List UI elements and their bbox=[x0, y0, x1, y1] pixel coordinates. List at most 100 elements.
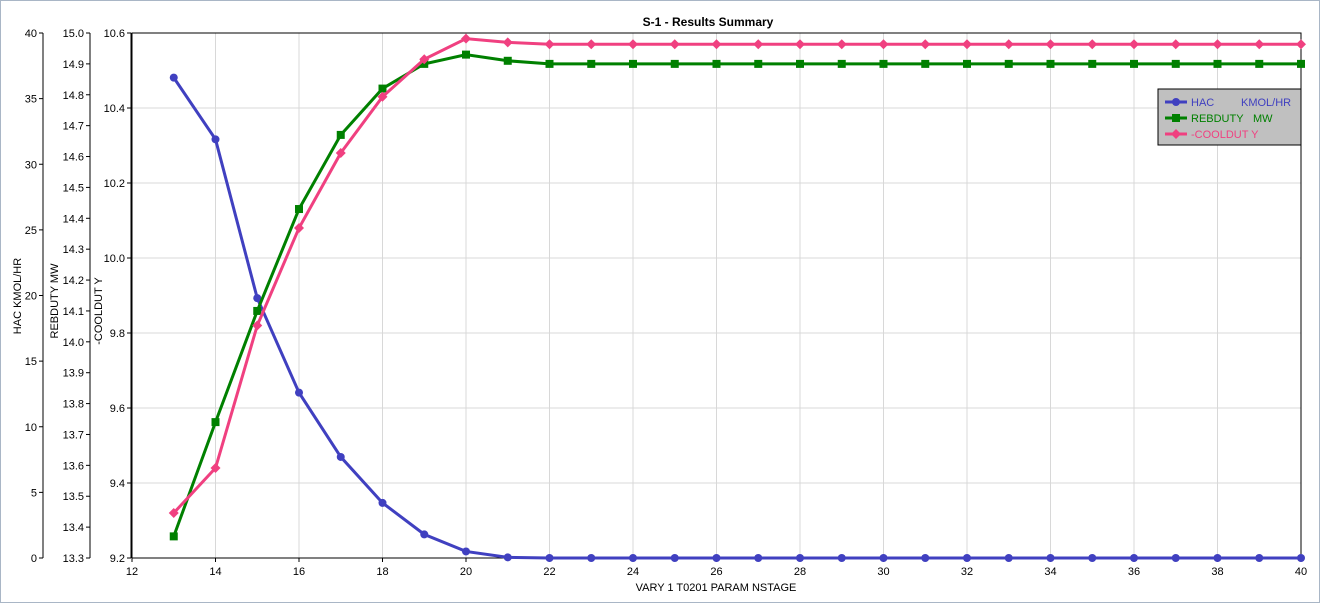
data-point bbox=[587, 59, 596, 68]
y-tick-label: 10.4 bbox=[104, 103, 125, 115]
data-point bbox=[1046, 554, 1055, 562]
data-point bbox=[796, 554, 804, 562]
y-tick-label: 9.6 bbox=[110, 403, 125, 415]
chart-title: S-1 - Results Summary bbox=[643, 15, 774, 29]
data-point bbox=[586, 39, 597, 50]
data-point bbox=[754, 59, 763, 68]
data-point bbox=[962, 39, 972, 50]
x-tick-label: 24 bbox=[627, 566, 639, 578]
data-point bbox=[1297, 59, 1305, 68]
y-axis-label-reb: REBDUTY MW bbox=[49, 263, 61, 339]
data-point bbox=[545, 59, 554, 68]
y-tick-label: 13.7 bbox=[63, 429, 84, 441]
data-point bbox=[295, 388, 303, 397]
y-tick-label: 10 bbox=[25, 422, 37, 434]
data-point bbox=[629, 59, 637, 68]
y-axis-hac: 0 5 10 15 20 25 30 35 40 HAC KMOL/HR bbox=[12, 28, 44, 565]
y-axis-label-hac: HAC KMOL/HR bbox=[12, 258, 24, 334]
data-point bbox=[878, 39, 889, 50]
data-point bbox=[712, 59, 721, 68]
x-tick-label: 20 bbox=[460, 566, 472, 578]
data-point bbox=[335, 148, 346, 158]
data-point bbox=[544, 39, 555, 50]
data-point bbox=[211, 135, 220, 144]
x-tick-label: 38 bbox=[1211, 566, 1223, 578]
data-point bbox=[253, 306, 262, 315]
data-point bbox=[336, 130, 345, 139]
legend-entry: REBDUTY MW bbox=[1165, 113, 1273, 125]
y-axis-cool: 9.2 9.4 9.6 9.8 10.0 10.2 10.4 10.6 -COOLDUT Y bbox=[93, 28, 132, 565]
y-tick-label: 13.4 bbox=[63, 522, 84, 534]
data-point bbox=[670, 59, 679, 68]
data-point bbox=[712, 554, 721, 562]
data-point bbox=[1254, 39, 1265, 50]
data-point bbox=[1212, 39, 1223, 50]
y-tick-label: 5 bbox=[31, 487, 37, 499]
x-tick-label: 34 bbox=[1044, 566, 1056, 578]
data-point bbox=[462, 547, 470, 556]
data-point bbox=[670, 554, 679, 562]
data-point bbox=[545, 554, 554, 562]
data-point bbox=[836, 39, 847, 50]
series-layer bbox=[168, 33, 1306, 562]
data-point bbox=[837, 59, 846, 68]
series-line bbox=[172, 53, 1301, 537]
y-tick-label: 20 bbox=[25, 291, 37, 303]
data-point bbox=[252, 320, 263, 331]
legend-entry: -COOLDUT Y bbox=[1165, 129, 1259, 141]
y-tick-label: 14.3 bbox=[63, 244, 84, 256]
data-point bbox=[1130, 59, 1138, 68]
y-tick-label: 9.8 bbox=[110, 328, 125, 340]
y-tick-label: 14.9 bbox=[63, 59, 84, 71]
data-point bbox=[753, 39, 764, 50]
y-tick-label: 14.5 bbox=[63, 182, 84, 194]
data-point bbox=[211, 418, 220, 427]
legend-entry: HAC KMOL/HR bbox=[1165, 97, 1291, 109]
y-tick-label: 13.6 bbox=[63, 460, 84, 472]
y-tick-label: 15 bbox=[25, 356, 37, 368]
data-point bbox=[169, 532, 178, 541]
data-point bbox=[1255, 554, 1264, 562]
data-point bbox=[461, 33, 471, 44]
y-tick-label: 13.5 bbox=[63, 491, 84, 503]
legend-label: REBDUTY bbox=[1191, 113, 1244, 125]
y-tick-label: 14.0 bbox=[63, 337, 84, 349]
grid bbox=[131, 32, 1302, 559]
data-point bbox=[294, 223, 304, 233]
data-point bbox=[1046, 59, 1055, 68]
data-point bbox=[419, 54, 430, 65]
series-hac bbox=[169, 73, 1305, 562]
data-point bbox=[963, 554, 971, 562]
x-tick-label: 30 bbox=[877, 566, 889, 578]
data-point bbox=[336, 452, 345, 461]
data-point bbox=[502, 37, 513, 48]
x-tick-label: 40 bbox=[1295, 566, 1307, 578]
data-point bbox=[462, 50, 470, 59]
y-tick-label: 30 bbox=[25, 159, 37, 171]
y-tick-label: 9.4 bbox=[110, 478, 125, 490]
y-tick-label: 13.3 bbox=[63, 553, 84, 565]
data-point bbox=[1171, 554, 1180, 562]
y-tick-label: 40 bbox=[25, 28, 37, 40]
data-point bbox=[1171, 129, 1181, 139]
x-tick-label: 32 bbox=[961, 566, 973, 578]
data-point bbox=[1045, 39, 1056, 50]
data-point bbox=[210, 463, 221, 473]
x-tick-label: 18 bbox=[376, 566, 388, 578]
data-point bbox=[1004, 59, 1013, 68]
data-point bbox=[1088, 554, 1097, 562]
y-tick-label: 14.6 bbox=[63, 152, 84, 164]
data-point bbox=[1088, 59, 1097, 68]
data-point bbox=[377, 91, 388, 102]
data-point bbox=[1130, 554, 1138, 562]
data-point bbox=[1297, 554, 1305, 562]
data-point bbox=[503, 553, 512, 562]
data-point bbox=[879, 59, 888, 68]
data-point bbox=[1172, 114, 1180, 122]
data-point bbox=[921, 554, 930, 562]
y-tick-label: 10.6 bbox=[104, 28, 125, 40]
legend: HAC KMOL/HR REBDUTY MW -COOLDUT Y bbox=[1157, 88, 1302, 146]
data-point bbox=[168, 508, 179, 518]
x-axis-label: VARY 1 T0201 PARAM NSTAGE bbox=[636, 582, 797, 594]
